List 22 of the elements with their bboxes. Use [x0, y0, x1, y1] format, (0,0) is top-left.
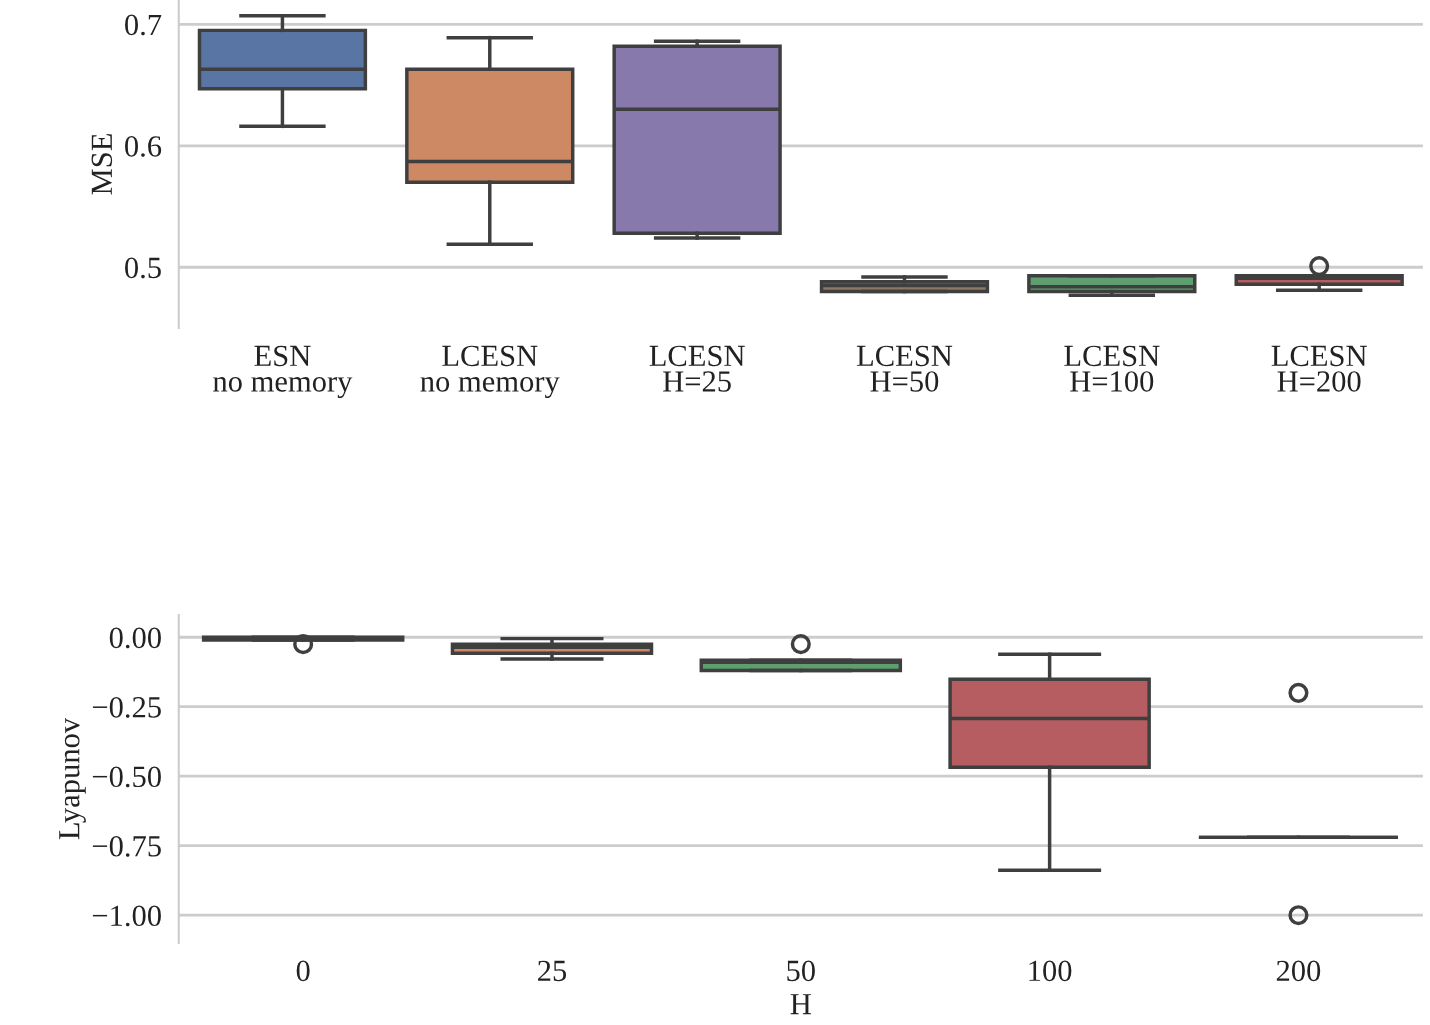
y-tick-label: 0.7 — [125, 14, 162, 36]
x-tick-label: 50 — [787, 960, 815, 982]
y-axis-title: MSE — [91, 134, 113, 195]
x-axis-title: H — [790, 994, 811, 1015]
y-tick-label: −0.75 — [92, 835, 161, 857]
x-tick-label: LCESN no memory — [420, 345, 560, 399]
y-tick-label: 0.5 — [125, 257, 161, 279]
x-tick-label: LCESN H=25 — [649, 345, 745, 392]
x-tick-label: 200 — [1276, 960, 1321, 982]
x-tick-label: ESN no memory — [213, 345, 353, 399]
x-tick-label: 0 — [296, 960, 310, 982]
x-tick-label: LCESN H=100 — [1064, 345, 1160, 392]
x-tick-label: LCESN H=200 — [1271, 345, 1367, 392]
y-axis-title: Lyapunov — [59, 717, 86, 840]
y-tick-label: 0.00 — [109, 627, 161, 649]
y-tick-label: 0.6 — [125, 136, 162, 157]
x-tick-label: LCESN H=50 — [856, 345, 953, 392]
y-tick-label: −0.25 — [92, 697, 161, 718]
x-tick-label: 100 — [1029, 960, 1072, 982]
y-tick-label: −0.50 — [92, 766, 161, 788]
x-tick-label: 25 — [538, 960, 567, 982]
y-tick-label: −1.00 — [92, 905, 161, 927]
